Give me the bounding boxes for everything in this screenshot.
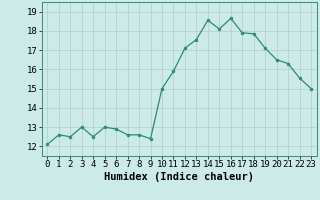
X-axis label: Humidex (Indice chaleur): Humidex (Indice chaleur) xyxy=(104,172,254,182)
